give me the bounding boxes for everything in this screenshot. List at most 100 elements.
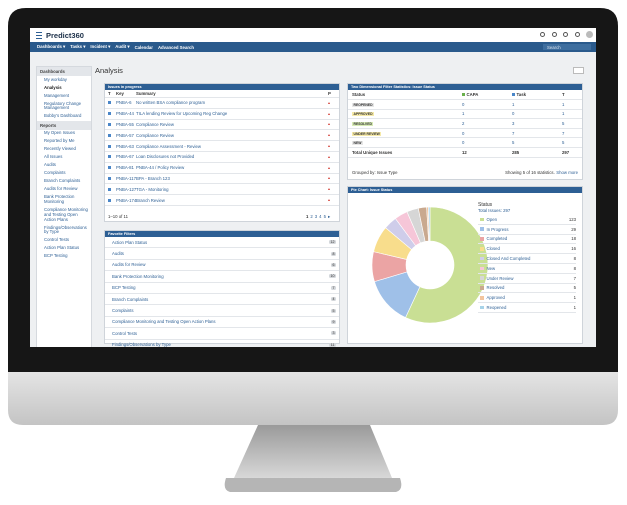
issue-key[interactable]: PNBA-127 <box>116 186 137 192</box>
header-icon[interactable] <box>552 32 557 37</box>
issue-summary[interactable]: Loan Disclosures not Provided <box>136 154 195 160</box>
sidebar-item[interactable]: Branch Complaints <box>44 178 81 184</box>
pie-slice[interactable] <box>428 206 431 242</box>
issue-summary[interactable]: BPA - Branch 123 <box>136 175 170 181</box>
filter-name[interactable]: Bank Protection Monitoring <box>112 273 164 279</box>
sidebar-item[interactable]: My Open Issues <box>44 130 76 136</box>
issue-summary[interactable]: TGA - Monitoring <box>136 186 169 192</box>
nav-item[interactable]: Advanced Search <box>157 44 195 50</box>
more-button[interactable] <box>573 67 584 74</box>
page-link[interactable]: 3 <box>314 214 318 219</box>
issue-key[interactable]: PNBA-44 <box>116 111 134 117</box>
sidebar-item[interactable]: Regulatory Change Management <box>44 100 82 111</box>
filter-name[interactable]: Action Plan Status <box>112 239 148 245</box>
sidebar-item[interactable]: Control Tests <box>44 237 69 243</box>
legend-name[interactable]: New <box>486 265 496 271</box>
stat-value[interactable]: 7 <box>512 130 515 136</box>
filter-name[interactable]: Compliance Monitoring and Testing Open A… <box>112 319 216 325</box>
legend-name[interactable]: Closed <box>486 246 500 252</box>
stat-value[interactable]: 1 <box>562 111 565 117</box>
issue-key[interactable]: PNBA-6 <box>116 100 132 106</box>
stat-value[interactable]: 0 <box>512 111 515 117</box>
legend-swatch <box>480 276 484 280</box>
sidebar-item[interactable]: Bobby's Dashboard <box>44 113 82 119</box>
page-link[interactable]: 5 <box>323 214 326 219</box>
sidebar-item[interactable]: Recently Viewed <box>44 146 76 152</box>
stat-value[interactable]: 5 <box>562 120 565 126</box>
type-cell <box>108 112 116 116</box>
stat-value[interactable]: 1 <box>462 111 465 117</box>
issue-key[interactable]: PNBA-174 <box>116 197 137 203</box>
issue-key[interactable]: PNBA-63 <box>116 143 134 149</box>
header-icon[interactable] <box>563 32 568 37</box>
filter-name[interactable]: Control Tests <box>112 330 137 336</box>
sidebar-item[interactable]: Reported by Me <box>44 138 75 144</box>
stat-value[interactable]: 5 <box>562 140 565 146</box>
page-link[interactable]: 2 <box>310 214 313 219</box>
filter-name[interactable]: BCP Testing <box>112 285 136 291</box>
legend-name[interactable]: Under Review <box>486 275 514 281</box>
legend-name[interactable]: Approved <box>486 295 505 301</box>
legend-name[interactable]: Completed <box>486 236 508 242</box>
stat-value[interactable]: 0 <box>462 140 465 146</box>
issue-key[interactable]: PNBA-55 <box>116 121 134 127</box>
stat-value[interactable]: 2 <box>462 120 465 126</box>
legend-name[interactable]: In Progress <box>486 226 509 232</box>
sidebar-item[interactable]: Management <box>44 92 70 98</box>
nav-item[interactable]: Calendar <box>134 44 153 50</box>
sidebar-item[interactable]: Bank Protection Monitoring <box>44 194 75 204</box>
issue-summary[interactable]: Branch Review <box>136 197 165 203</box>
stat-value[interactable]: 1 <box>562 101 565 107</box>
header-icon[interactable] <box>540 32 545 37</box>
sidebar-item[interactable]: All Issues <box>44 154 63 160</box>
issue-key[interactable]: PNBA-67 <box>116 154 134 160</box>
legend-name[interactable]: Reopened <box>486 305 507 311</box>
sidebar-item[interactable]: Audits for Review <box>44 186 78 192</box>
sidebar-item[interactable]: Findings/Observations by Type <box>44 224 87 235</box>
sidebar-item[interactable]: Audits <box>44 162 56 168</box>
page-link[interactable]: ▸ <box>327 214 331 219</box>
nav-item[interactable]: Audit ▾ <box>115 44 130 49</box>
sidebar-item[interactable]: Analysis <box>44 84 62 90</box>
sidebar-item[interactable]: My workday <box>44 76 67 82</box>
issue-key[interactable]: PNBA-81 <box>116 165 134 171</box>
stat-value[interactable]: 5 <box>512 140 515 146</box>
pie-slice[interactable] <box>405 206 488 324</box>
issue-summary[interactable]: TILA lending Review for Upcoming Reg Cha… <box>136 111 228 117</box>
sidebar-item[interactable]: Complaints <box>44 170 66 176</box>
stat-value[interactable]: 7 <box>562 130 565 136</box>
issue-key[interactable]: PNBA-57 <box>116 132 134 138</box>
sidebar-item[interactable]: Compliance Monitoring and Testing Open A… <box>44 206 88 222</box>
stat-value[interactable]: 0 <box>462 101 465 107</box>
issue-summary[interactable]: PNBA-44 / Policy Review <box>136 165 185 171</box>
nav-item[interactable]: Tasks ▾ <box>70 44 86 49</box>
header-icon[interactable] <box>575 32 580 37</box>
issue-summary[interactable]: Compliance Review <box>136 132 174 138</box>
menu-button[interactable] <box>36 32 42 39</box>
sidebar-item[interactable]: BCP Testing <box>44 253 68 259</box>
search-box[interactable]: Search <box>543 44 591 50</box>
legend-name[interactable]: Open <box>486 216 498 222</box>
filter-name[interactable]: Audits for Review <box>112 262 146 268</box>
issue-summary[interactable]: Compliance Review <box>136 121 174 127</box>
nav-item[interactable]: Incident ▾ <box>90 44 111 49</box>
stat-value[interactable]: 0 <box>462 130 465 136</box>
issue-key[interactable]: PNBA-117 <box>116 175 136 181</box>
stat-value[interactable]: 1 <box>512 101 515 107</box>
filter-row: Control Tests 3 <box>105 328 339 340</box>
show-more[interactable]: Show more <box>556 170 578 175</box>
nav-item[interactable]: Dashboards ▾ <box>37 44 66 49</box>
legend-name[interactable]: Resolved <box>486 285 505 291</box>
page-link[interactable]: 1 <box>306 214 309 219</box>
filter-name[interactable]: Audits <box>112 251 124 257</box>
issue-summary[interactable]: No written BSA compliance program <box>136 100 206 106</box>
avatar[interactable] <box>586 31 593 38</box>
filter-name[interactable]: Findings/Observations by Type <box>112 342 171 347</box>
legend-name[interactable]: Closed And Completed <box>486 256 531 262</box>
page-link[interactable]: 4 <box>319 214 322 219</box>
sidebar-item[interactable]: Action Plan Status <box>44 245 80 251</box>
filter-name[interactable]: Branch Complaints <box>112 296 149 302</box>
issue-summary[interactable]: Compliance Assessment - Review <box>136 143 201 149</box>
stat-value[interactable]: 3 <box>512 120 515 126</box>
filter-name[interactable]: Complaints <box>112 308 134 314</box>
